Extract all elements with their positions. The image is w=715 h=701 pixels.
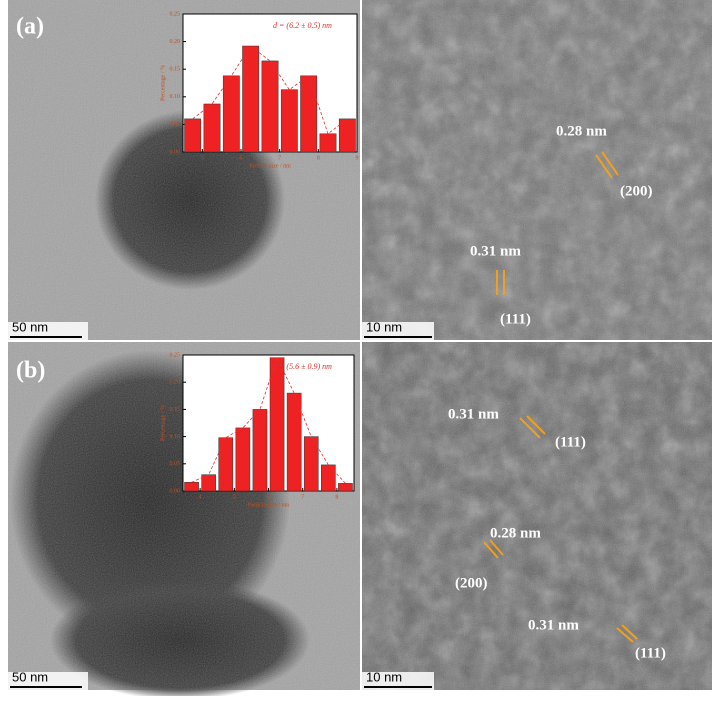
scale-label: 50 nm — [12, 669, 48, 684]
lattice-label: 0.31 nm — [528, 617, 579, 633]
bar — [203, 103, 221, 153]
scale-box — [8, 322, 88, 340]
bar — [338, 118, 356, 153]
lattice-label: 0.31 nm — [448, 406, 499, 422]
scale-box — [362, 322, 434, 340]
y-axis-label: Percentage / % — [160, 405, 166, 441]
x-tick-label: 5 — [201, 155, 204, 161]
bar — [319, 133, 337, 153]
bar — [201, 474, 216, 492]
inset-annotation: d = (6.2 ± 0.5) nm — [273, 21, 332, 30]
bar — [184, 482, 199, 492]
texture — [362, 0, 712, 340]
bar — [338, 483, 353, 492]
lattice-label: (200) — [455, 575, 488, 591]
x-tick-label: 4 — [199, 494, 202, 500]
bar — [218, 437, 234, 492]
x-tick-label: 8 — [335, 494, 338, 500]
bar — [184, 118, 202, 153]
y-tick-label: 0.20 — [170, 39, 181, 45]
lattice-label: 0.28 nm — [490, 525, 541, 541]
lattice-label: 0.28 nm — [556, 123, 607, 139]
bar — [321, 464, 336, 492]
y-tick-label: 0.25 — [170, 352, 181, 358]
bar — [280, 89, 298, 153]
x-tick-label: 6 — [240, 155, 243, 161]
inset-annotation: d = (5.6 ± 0.9) nm — [273, 362, 332, 371]
bar — [303, 436, 319, 492]
lattice-label: (111) — [500, 311, 531, 327]
y-tick-label: 0.00 — [170, 149, 181, 155]
scale-box — [8, 672, 88, 690]
x-axis-label: Particle size / nm — [248, 502, 290, 508]
y-tick-label: 0.05 — [170, 461, 181, 467]
trend-line — [192, 45, 348, 135]
bar — [269, 357, 285, 492]
scale-box — [362, 672, 434, 690]
x-tick-label: 6 — [267, 494, 270, 500]
x-tick-label: 5 — [233, 494, 236, 500]
lattice-label: (111) — [635, 645, 666, 661]
y-tick-label: 0.25 — [170, 11, 181, 17]
y-axis-label: Percentage / % — [160, 65, 166, 101]
panel-label: (b) — [16, 358, 45, 384]
panel-label: (a) — [16, 14, 44, 40]
scale-label: 50 nm — [12, 319, 48, 334]
y-tick-label: 0.10 — [170, 94, 181, 100]
x-tick-label: 7 — [301, 494, 304, 500]
y-tick-label: 0.20 — [170, 380, 181, 386]
bar — [261, 60, 279, 153]
bar — [300, 75, 318, 153]
y-tick-label: 0.15 — [170, 67, 181, 73]
x-tick-label: 8 — [317, 155, 320, 161]
lattice-label: (111) — [555, 434, 586, 450]
y-tick-label: 0.15 — [170, 407, 181, 413]
texture — [362, 342, 712, 690]
lattice-label: (200) — [620, 183, 653, 199]
x-tick-label: 9 — [356, 155, 359, 161]
y-tick-label: 0.10 — [170, 434, 181, 440]
lattice-label: 0.31 nm — [470, 243, 521, 259]
scale-label: 10 nm — [366, 669, 402, 684]
bar — [286, 392, 302, 492]
bar — [222, 75, 240, 153]
trend-line — [191, 356, 346, 484]
lattice-markers — [483, 151, 638, 643]
bar — [235, 427, 251, 492]
x-tick-label: 7 — [278, 155, 281, 161]
scale-label: 10 nm — [366, 319, 402, 334]
bar — [252, 409, 268, 492]
y-tick-label: 0.00 — [170, 488, 181, 494]
x-axis-label: Particle size / nm — [249, 163, 291, 169]
bar — [242, 45, 260, 153]
y-tick-label: 0.05 — [170, 122, 181, 128]
